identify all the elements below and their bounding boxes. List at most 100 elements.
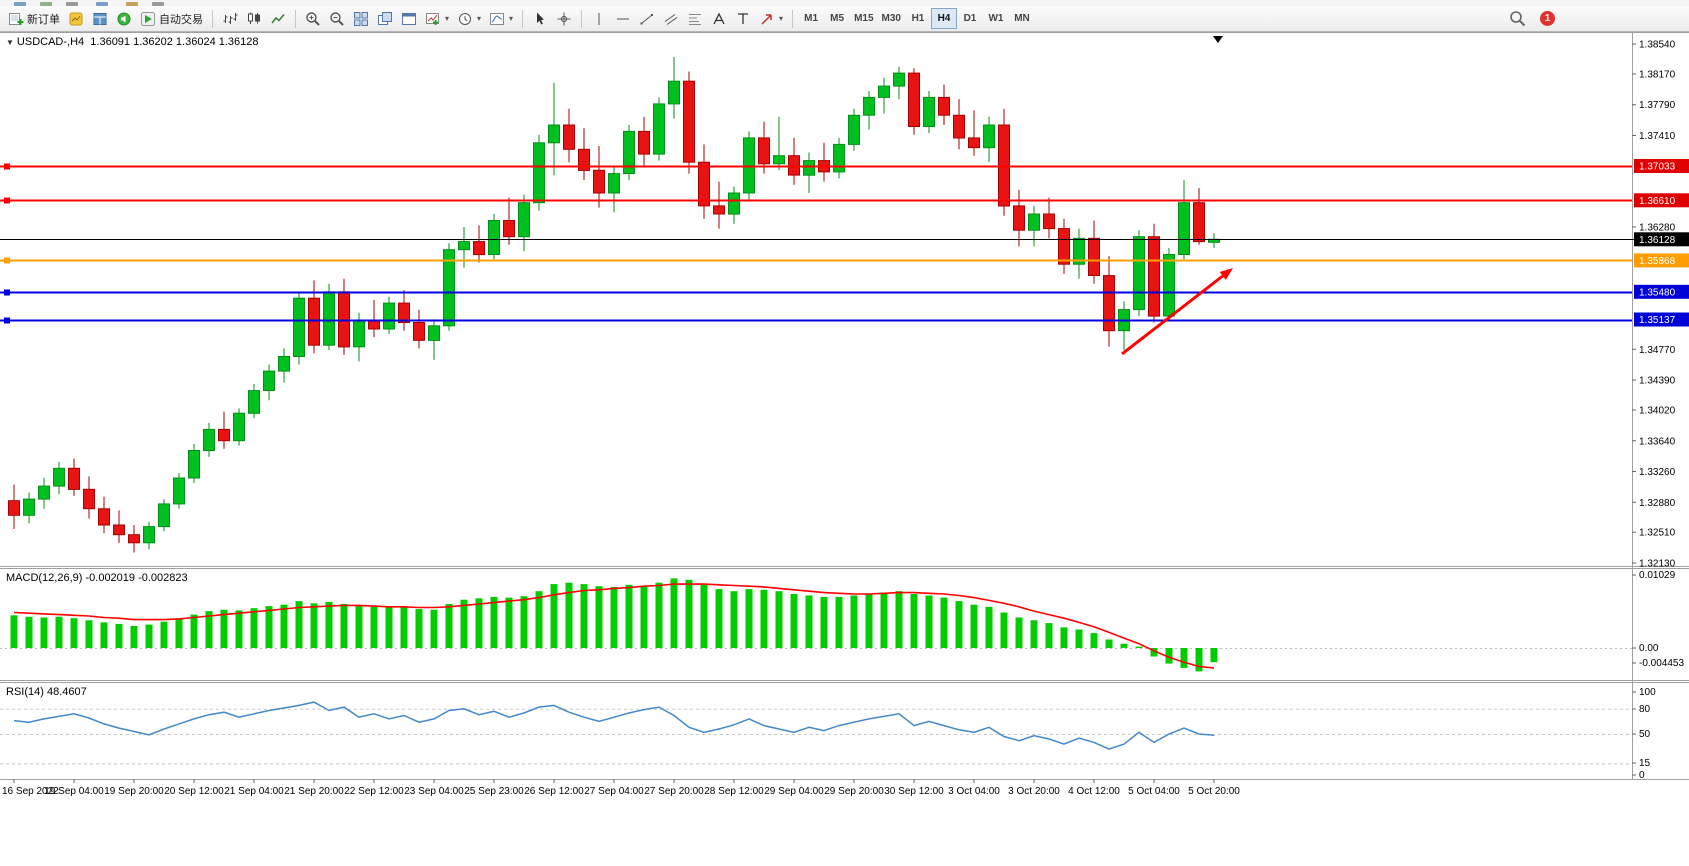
templates-button[interactable]: ▾ <box>485 8 517 29</box>
templates-icon <box>490 12 505 25</box>
timeframe-button-m5[interactable]: M5 <box>824 8 850 29</box>
macd-indicator-label: MACD(12,26,9) -0.002019 -0.002823 <box>6 572 188 584</box>
time-axis-label: 25 Sep 23:00 <box>464 786 524 797</box>
price-axis-label: 1.34020 <box>1639 406 1676 417</box>
time-axis-label: 19 Sep 20:00 <box>104 786 164 797</box>
rsi-axis-label: 0 <box>1639 770 1645 781</box>
trendline-tool-button[interactable] <box>635 8 659 29</box>
time-axis-label: 28 Sep 12:00 <box>704 786 764 797</box>
text-tool-button[interactable] <box>707 8 731 29</box>
dropdown-caret-icon: ▾ <box>477 14 482 23</box>
macd-axis-label: -0.004453 <box>1639 658 1684 669</box>
timeframe-button-m30[interactable]: M30 <box>878 8 905 29</box>
zoom-out-icon <box>330 11 344 26</box>
zoom-in-button[interactable] <box>301 8 325 29</box>
cut-off-icon <box>96 2 108 6</box>
dropdown-caret-icon: ▾ <box>509 14 514 23</box>
timeframe-button-m1[interactable]: M1 <box>798 8 824 29</box>
price-axis[interactable]: 1.38540 1.38170 1.37790 1.37410 1.36280 1.347… <box>1632 40 1689 570</box>
price-axis-label: 1.32880 <box>1639 498 1676 509</box>
cascade-windows-button[interactable] <box>373 8 397 29</box>
price-level-badge <box>1634 193 1689 208</box>
arrow-tools-button[interactable]: ▾ <box>755 8 787 29</box>
zoom-out-button[interactable] <box>325 8 349 29</box>
macd-axis-label: 0.01029 <box>1639 570 1676 581</box>
arrange-windows-button[interactable] <box>397 8 421 29</box>
bar-chart-button[interactable] <box>218 8 242 29</box>
fibonacci-tool-button[interactable] <box>683 8 707 29</box>
price-axis-label: 1.33260 <box>1639 467 1676 478</box>
horizontal-level-lines[interactable] <box>0 163 1689 324</box>
timeframe-button-w1[interactable]: W1 <box>983 8 1009 29</box>
dropdown-caret-icon: ▾ <box>779 14 784 23</box>
channel-tool-button[interactable] <box>659 8 683 29</box>
data-window-button[interactable] <box>88 8 112 29</box>
notification-badge[interactable]: 1 <box>1540 11 1555 26</box>
new-chart-button[interactable]: ▾ <box>421 8 453 29</box>
horizontal-line-tool-button[interactable] <box>611 8 635 29</box>
rsi-axis-label: 50 <box>1639 729 1651 740</box>
time-axis-label: 3 Oct 20:00 <box>1008 786 1060 797</box>
time-axis-label: 27 Sep 04:00 <box>584 786 644 797</box>
timeframe-button-d1[interactable]: D1 <box>957 8 983 29</box>
cut-off-icon <box>152 2 164 6</box>
candlestick-chart-button[interactable] <box>242 8 266 29</box>
rsi-line <box>13 701 1215 750</box>
search-icon <box>1510 11 1526 27</box>
cut-off-icon <box>14 2 26 6</box>
candlestick-series <box>8 57 1220 553</box>
vertical-line-tool-button[interactable] <box>587 8 611 29</box>
rsi-axis-label: 100 <box>1639 687 1656 698</box>
channel-icon <box>664 13 678 25</box>
cursor-button[interactable] <box>528 8 552 29</box>
macd-signal-line <box>13 583 1215 669</box>
time-axis-label: 5 Oct 20:00 <box>1188 786 1240 797</box>
text-label-tool-button[interactable] <box>731 8 755 29</box>
auto-trading-label: 自动交易 <box>159 13 203 26</box>
macd-name: MACD(12,26,9) <box>6 572 83 584</box>
alerts-button[interactable] <box>112 8 136 29</box>
line-chart-button[interactable] <box>266 8 290 29</box>
tile-windows-button[interactable] <box>349 8 373 29</box>
time-axis-label: 27 Sep 20:00 <box>644 786 704 797</box>
market-watch-button[interactable] <box>64 8 88 29</box>
vertical-line-icon <box>598 12 600 25</box>
auto-trading-button[interactable]: 自动交易 <box>136 8 207 29</box>
data-window-icon <box>93 12 107 25</box>
timeframe-button-h4[interactable]: H4 <box>930 8 957 29</box>
profiles-button[interactable]: ▾ <box>453 8 485 29</box>
price-axis-label: 1.38170 <box>1639 70 1676 81</box>
toolbar-separator <box>581 9 583 28</box>
time-axis-label: 20 Sep 12:00 <box>164 786 224 797</box>
timeframe-button-m15[interactable]: M15 <box>850 8 877 29</box>
timeframe-button-mn[interactable]: MN <box>1009 8 1035 29</box>
market-watch-icon <box>69 12 83 25</box>
crosshair-button[interactable] <box>552 8 576 29</box>
cascade-windows-icon <box>378 11 392 25</box>
time-axis-label: 4 Oct 12:00 <box>1068 786 1120 797</box>
price-level-badge <box>1634 232 1689 247</box>
search-button[interactable] <box>1505 8 1530 29</box>
text-label-icon <box>738 12 749 24</box>
trend-arrow-annotation[interactable] <box>1121 268 1233 356</box>
crosshair-icon <box>557 12 571 25</box>
macd-values: -0.002019 -0.002823 <box>85 572 188 584</box>
timeframe-toolbar: M1 M5 M15 M30 H1 H4 D1 W1 MN <box>798 8 1035 29</box>
toolbar-separator <box>792 9 794 28</box>
price-axis-label: 1.32510 <box>1639 528 1676 539</box>
price-axis-label: 1.33640 <box>1639 436 1676 447</box>
chart-canvas[interactable]: 1.38540 1.38170 1.37790 1.37410 1.36280 1.347… <box>0 32 1689 866</box>
price-axis-label: 1.34770 <box>1639 345 1676 356</box>
auto-trading-icon <box>141 11 155 26</box>
price-axis-label: 1.36280 <box>1639 223 1676 234</box>
price-level-badge-value: 1.35480 <box>1639 287 1676 298</box>
new-order-button[interactable]: 新订单 <box>4 8 64 29</box>
time-axis-label: 26 Sep 12:00 <box>524 786 584 797</box>
fibonacci-icon <box>689 13 702 25</box>
new-order-label: 新订单 <box>27 13 60 26</box>
collapse-arrow-icon[interactable]: ▼ <box>6 38 14 47</box>
timeframe-button-h1[interactable]: H1 <box>905 8 931 29</box>
chart-title: ▼ USDCAD-,H4 1.36091 1.36202 1.36024 1.36… <box>6 36 259 48</box>
candlestick-chart-icon <box>248 12 260 24</box>
